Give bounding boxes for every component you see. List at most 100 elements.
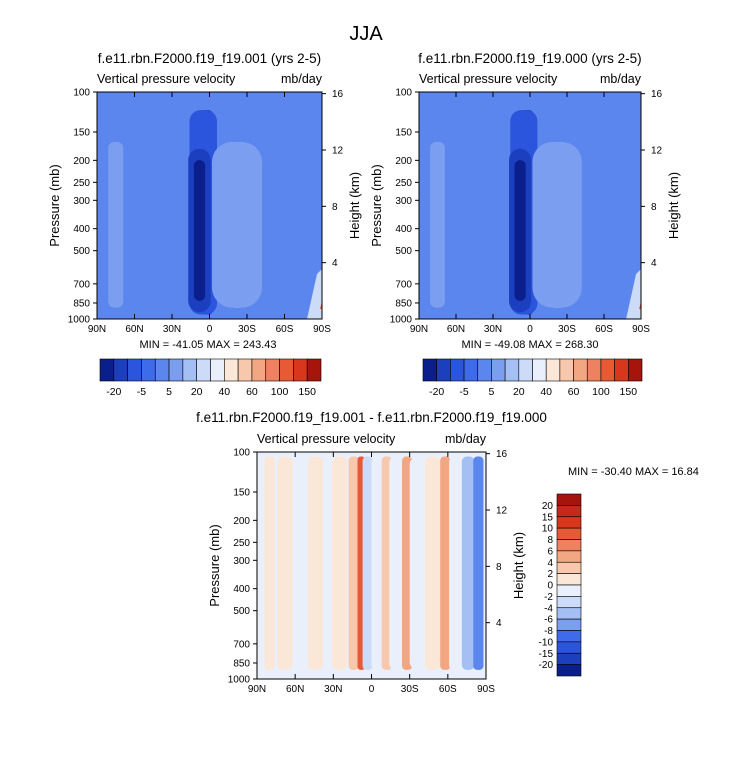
colorbar-box: [556, 573, 582, 586]
colorbar-box: [436, 358, 451, 382]
colorbar-box: [293, 358, 308, 382]
x-tick-label: 60N: [286, 684, 304, 695]
polar-hotspot: [307, 269, 322, 319]
colorbar-box: [556, 539, 582, 552]
colorbar-box: [99, 358, 115, 382]
colorbar-label: -2: [544, 592, 553, 603]
y-tick-label: 200: [233, 516, 250, 527]
y-tick-label: 200: [73, 156, 90, 167]
y-tick-label: 300: [73, 196, 90, 207]
colorbar-box: [556, 607, 582, 620]
x-tick-label: 90S: [477, 684, 495, 695]
y2-tick-label: 4: [651, 258, 657, 269]
colorbar-label: 2: [547, 569, 553, 580]
colorbar-box: [556, 641, 582, 654]
colorbar-box: [504, 358, 520, 382]
contour-band: [532, 141, 582, 308]
y2-tick-label: 4: [332, 258, 338, 269]
colorbar-box: [422, 358, 437, 382]
colorbar-box: [556, 527, 582, 540]
min-max-text: MIN = -30.40 MAX = 16.84: [568, 466, 699, 478]
x-tick-label: 90N: [410, 324, 428, 335]
units-label: mb/day: [281, 72, 323, 86]
x-tick-label: 90N: [88, 324, 106, 335]
contour-band: [514, 160, 526, 301]
y-tick-label: 400: [233, 584, 250, 595]
y-tick-label: 100: [73, 88, 90, 99]
colorbar-box: [477, 358, 492, 382]
colorbar-box: [182, 358, 197, 382]
x-tick-label: 30N: [324, 684, 342, 695]
contour-band: [583, 110, 606, 315]
panel-title: f.e11.rbn.F2000.f19_f19.001 (yrs 2-5): [98, 51, 321, 66]
variable-label: Vertical pressure velocity: [419, 72, 558, 86]
contour-band: [108, 141, 124, 308]
colorbar-box: [573, 358, 588, 382]
colorbar-label: 40: [218, 386, 230, 398]
panel-p2: f.e11.rbn.F2000.f19_f19.000 (yrs 2-5) Ver…: [369, 51, 681, 398]
contour-band: [193, 160, 206, 301]
x-tick-label: 0: [207, 324, 213, 335]
contour-band: [144, 110, 180, 315]
y-tick-label: 700: [233, 639, 250, 650]
contour-band: [264, 456, 275, 670]
colorbar-box: [556, 516, 582, 529]
colorbar-box: [463, 358, 479, 382]
colorbar-label: 60: [568, 386, 580, 398]
x-tick-label: 90N: [248, 684, 266, 695]
y-tick-label: 150: [395, 127, 412, 138]
colorbar-label: 20: [191, 386, 203, 398]
min-max-text: MIN = -41.05 MAX = 243.43: [140, 339, 277, 351]
colorbar-label: 6: [547, 546, 553, 557]
y-tick-label: 1000: [390, 315, 413, 326]
polar-hotspot: [626, 269, 641, 319]
contour-band: [263, 110, 286, 315]
y2-tick-label: 8: [496, 562, 502, 573]
colorbar-box: [556, 505, 582, 518]
colorbar-label: 8: [547, 535, 553, 546]
figure-title: JJA: [349, 23, 383, 45]
y-tick-label: 850: [395, 298, 412, 309]
contour-band: [461, 456, 475, 670]
colorbar-box: [556, 630, 582, 643]
colorbar-box: [154, 358, 170, 382]
colorbar-box: [628, 358, 643, 382]
x-tick-label: 90S: [632, 324, 650, 335]
colorbar-label: 150: [620, 386, 638, 398]
colorbar-box: [237, 358, 253, 382]
colorbar-box: [556, 596, 582, 609]
x-tick-label: 60N: [125, 324, 143, 335]
x-tick-label: 30N: [163, 324, 181, 335]
panel-p3: f.e11.rbn.F2000.f19_f19.001 - f.e11.rbn.…: [196, 410, 699, 695]
y-tick-label: 700: [73, 279, 90, 290]
colorbar-label: -20: [106, 386, 121, 398]
colorbar-box: [265, 358, 280, 382]
y-tick-label: 850: [233, 658, 250, 669]
colorbar-label: -5: [137, 386, 146, 398]
y-tick-label: 500: [233, 606, 250, 617]
colorbar-box: [113, 358, 128, 382]
y2-tick-label: 12: [332, 145, 344, 156]
colorbar-box: [545, 358, 561, 382]
contour-field: [97, 92, 322, 319]
colorbar-box: [196, 358, 211, 382]
colorbar-label: 20: [542, 501, 554, 512]
y-tick-label: 700: [395, 279, 412, 290]
contour-band: [389, 456, 405, 670]
x-tick-label: 60S: [439, 684, 457, 695]
x-tick-label: 0: [369, 684, 375, 695]
y-tick-label: 150: [233, 487, 250, 498]
colorbar-label: -4: [544, 603, 553, 614]
colorbar-label: -10: [539, 637, 554, 648]
y-tick-label: 100: [233, 448, 250, 459]
colorbar-label: 10: [542, 524, 554, 535]
contour-band: [362, 456, 373, 670]
x-tick-label: 30N: [484, 324, 502, 335]
y2-axis-label: Height (km): [347, 172, 362, 239]
colorbar-label: 100: [592, 386, 610, 398]
colorbar-box: [532, 358, 547, 382]
y2-tick-label: 8: [651, 202, 657, 213]
y-tick-label: 250: [395, 178, 412, 189]
colorbar-label: -15: [539, 649, 554, 660]
y2-tick-label: 16: [496, 449, 508, 460]
